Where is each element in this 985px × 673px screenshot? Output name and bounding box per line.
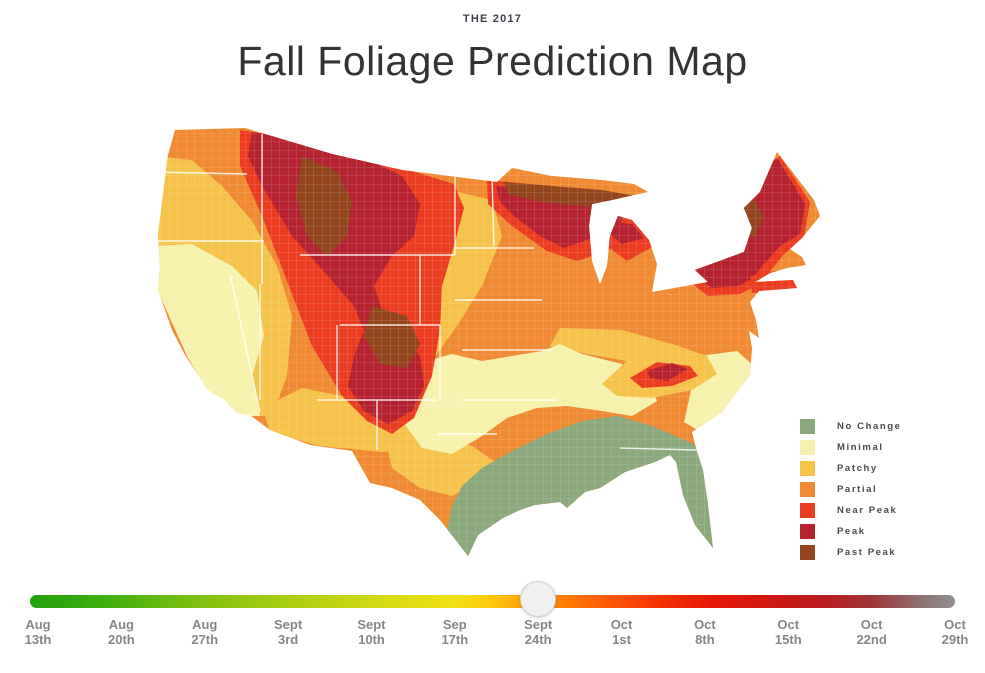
legend-swatch-near_peak xyxy=(800,502,815,518)
tick-day: 29th xyxy=(941,632,969,648)
tick-aug-20th[interactable]: Aug 20th xyxy=(108,617,135,648)
tick-day: 27th xyxy=(191,632,219,648)
foliage-map[interactable] xyxy=(152,116,832,571)
tick-day: 20th xyxy=(107,632,135,648)
tick-month: Sept xyxy=(357,617,386,632)
legend: No Change Minimal Patchy Partial Near Peak Pe… xyxy=(800,416,902,563)
tick-aug-27th[interactable]: Aug 27th xyxy=(191,617,218,648)
legend-item-minimal: Minimal xyxy=(800,437,902,457)
legend-swatch-peak xyxy=(800,523,815,539)
legend-item-no_change: No Change xyxy=(800,416,902,436)
legend-label-minimal: Minimal xyxy=(837,441,884,453)
tick-oct-22nd[interactable]: Oct 22nd xyxy=(856,617,886,648)
legend-label-partial: Partial xyxy=(837,483,878,495)
tick-month: Oct xyxy=(777,617,800,632)
tick-month: Aug xyxy=(25,617,51,632)
tick-month: Sept xyxy=(524,617,553,632)
tick-oct-1st[interactable]: Oct 1st xyxy=(611,617,633,648)
tick-month: Oct xyxy=(860,617,883,632)
tick-month: Sep xyxy=(442,617,467,632)
tick-day: 3rd xyxy=(277,632,299,648)
tick-day: 15th xyxy=(774,632,802,648)
legend-item-partial: Partial xyxy=(800,479,902,499)
legend-label-peak: Peak xyxy=(837,525,866,537)
legend-item-past_peak: Past Peak xyxy=(800,542,902,562)
tick-sept-10th[interactable]: Sept 10th xyxy=(357,617,385,648)
tick-day: 22nd xyxy=(856,632,887,648)
tick-month: Oct xyxy=(944,617,966,632)
tick-oct-8th[interactable]: Oct 8th xyxy=(694,617,716,648)
timeline-ticks: Aug 13th Aug 20th Aug 27th Sept 3rd Sept 10th Sep 1… xyxy=(0,617,985,651)
tick-month: Sept xyxy=(273,617,303,632)
tick-sep-17th[interactable]: Sep 17th xyxy=(441,617,468,648)
legend-swatch-minimal xyxy=(800,439,815,455)
legend-label-near_peak: Near Peak xyxy=(837,504,898,516)
tick-oct-15th[interactable]: Oct 15th xyxy=(775,617,802,648)
legend-item-near_peak: Near Peak xyxy=(800,500,902,520)
legend-item-peak: Peak xyxy=(800,521,902,541)
timeline-handle[interactable] xyxy=(520,581,557,617)
tick-month: Oct xyxy=(694,617,716,632)
tick-month: Aug xyxy=(108,617,134,632)
legend-label-no_change: No Change xyxy=(837,420,902,432)
tick-day: 13th xyxy=(24,632,52,648)
kicker: THE 2017 xyxy=(462,13,523,25)
tick-day: 24th xyxy=(524,632,552,648)
tick-month: Aug xyxy=(192,617,218,632)
tick-aug-13th[interactable]: Aug 13th xyxy=(25,617,52,648)
tick-day: 10th xyxy=(358,632,385,648)
legend-swatch-no_change xyxy=(800,418,815,434)
timeline-track[interactable] xyxy=(30,595,955,608)
legend-item-patchy: Patchy xyxy=(800,458,902,478)
legend-swatch-patchy xyxy=(800,460,815,476)
tick-oct-29th[interactable]: Oct 29th xyxy=(942,617,969,648)
tick-day: 17th xyxy=(441,632,469,648)
tick-day: 8th xyxy=(695,632,715,648)
legend-label-patchy: Patchy xyxy=(837,462,878,474)
tick-month: Oct xyxy=(610,617,633,632)
tick-sept-24th[interactable]: Sept 24th xyxy=(524,617,552,648)
legend-swatch-past_peak xyxy=(800,544,815,560)
tick-day: 1st xyxy=(612,632,631,648)
state-borders xyxy=(158,134,697,451)
legend-swatch-partial xyxy=(800,481,815,497)
legend-label-past_peak: Past Peak xyxy=(837,546,897,558)
page-title: Fall Foliage Prediction Map xyxy=(237,38,748,84)
tick-sept-3rd[interactable]: Sept 3rd xyxy=(274,617,302,648)
